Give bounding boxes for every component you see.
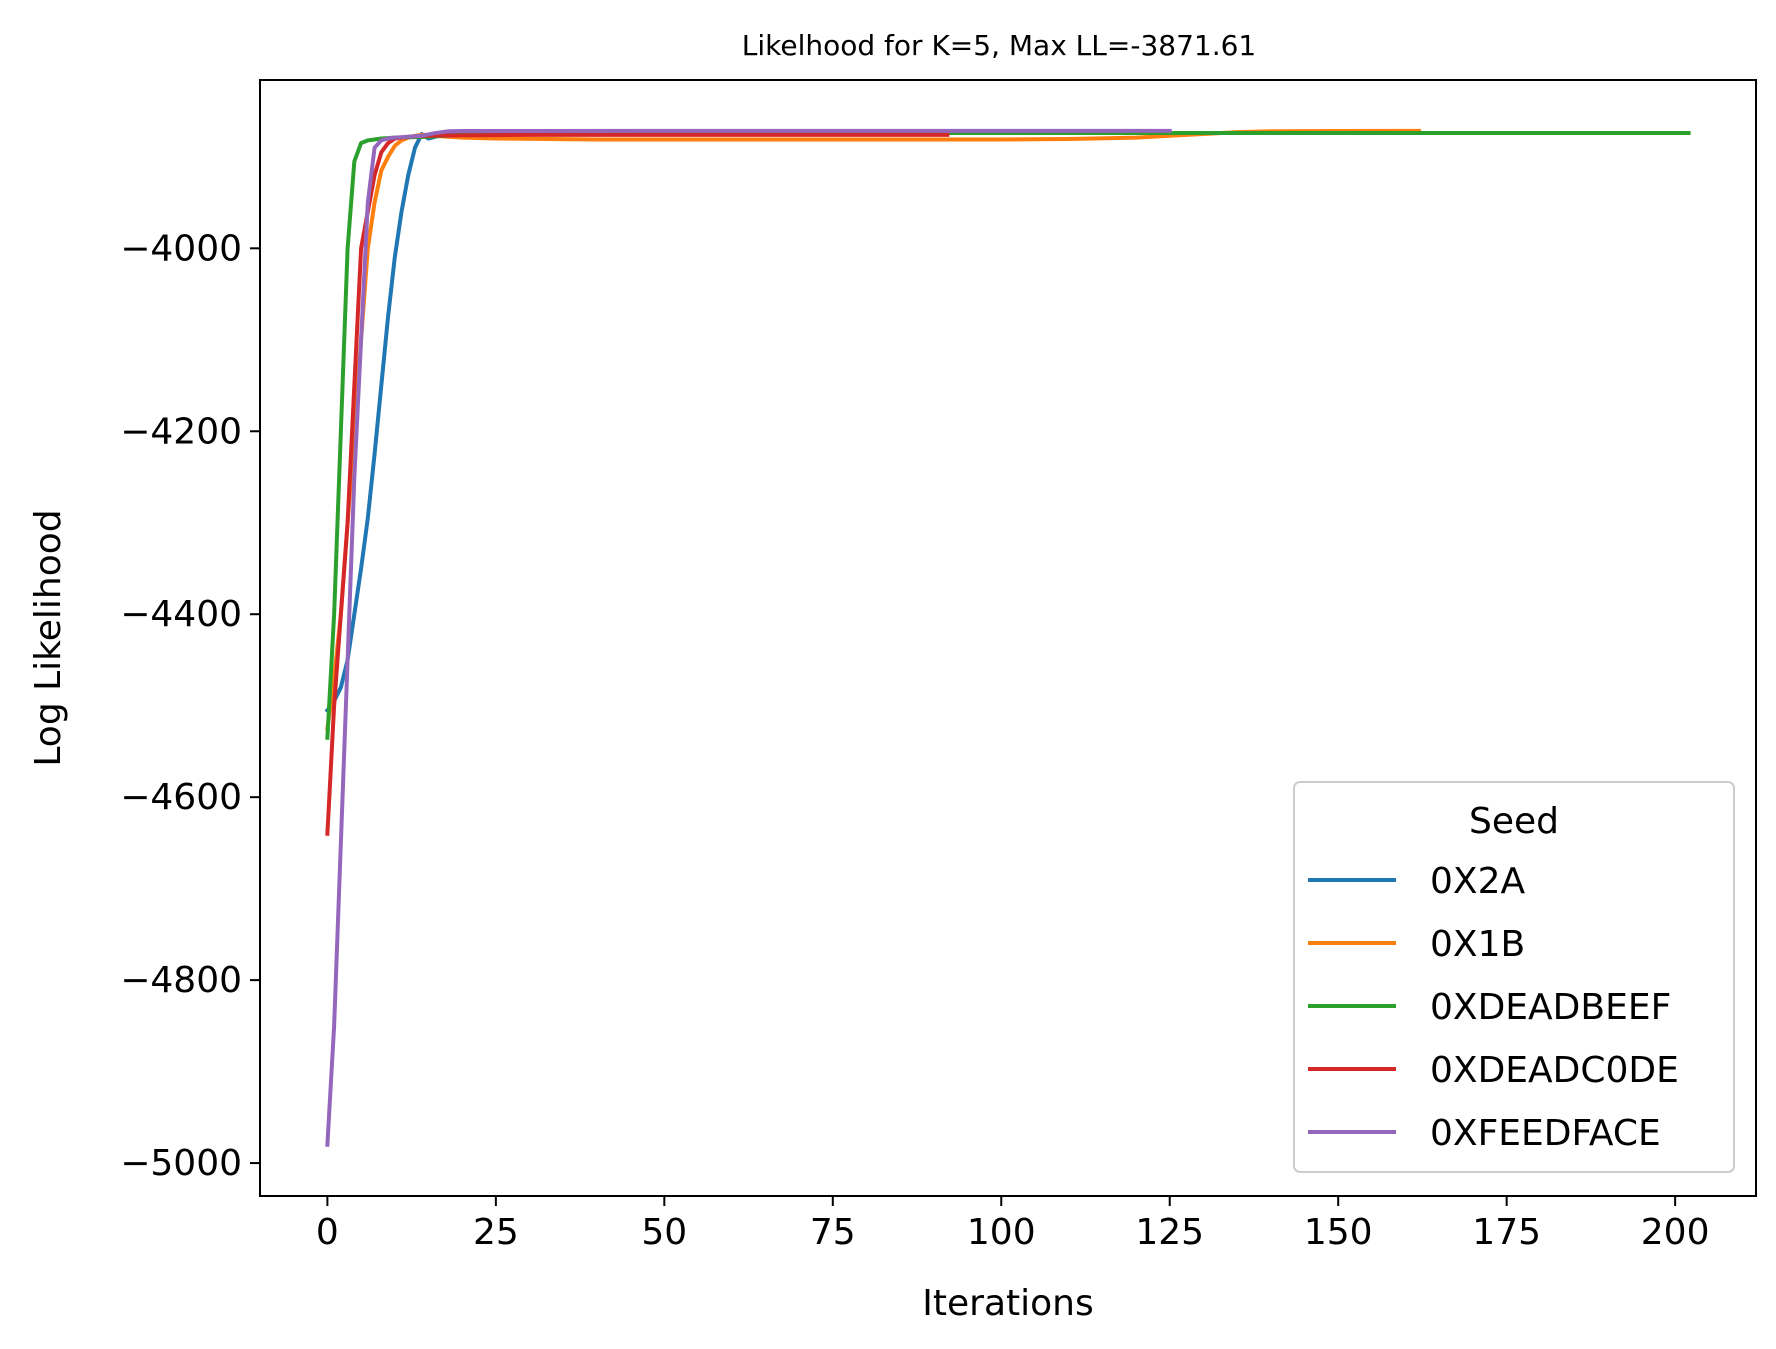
x-tick-label: 25 [473,1212,519,1253]
legend-label: 0X1B [1430,924,1525,965]
x-tick-label: 50 [641,1212,687,1253]
y-axis-label: Log Likelihood [28,509,69,766]
x-tick-label: 0 [316,1212,339,1253]
y-tick-label: −4800 [120,960,242,1001]
x-tick-label: 100 [967,1212,1036,1253]
x-tick-label: 175 [1472,1212,1541,1253]
legend-label: 0XDEADBEEF [1430,987,1671,1028]
x-tick-label: 150 [1304,1212,1373,1253]
x-axis: 0 25 50 75 100 125 150 175 200 [316,1196,1710,1253]
x-tick-label: 125 [1135,1212,1204,1253]
legend-label: 0XDEADC0DE [1430,1050,1679,1091]
y-tick-label: −5000 [120,1143,242,1184]
x-tick-label: 200 [1641,1212,1710,1253]
legend-label: 0X2A [1430,861,1525,902]
axes-frame [259,79,1757,1197]
chart-title: Likelhood for K=5, Max LL=-3871.61 [742,29,1256,62]
y-axis: −5000 −4800 −4600 −4400 −4200 −4000 [120,228,260,1184]
legend-label: 0XFEEDFACE [1430,1113,1661,1154]
plot-area [324,128,1691,1147]
legend-entries: 0X2A 0X1B 0XDEADBEEF 0XDEADC0DE 0XFEEDFACE [1308,861,1679,1154]
y-tick-label: −4000 [120,228,242,269]
legend-box [1293,781,1735,1173]
y-tick-label: −4200 [120,411,242,452]
x-axis-label: Iterations [922,1283,1093,1324]
series-line-4 [325,128,1172,1147]
x-tick-label: 75 [810,1212,856,1253]
legend-title: Seed [1469,801,1559,842]
legend: Seed 0X2A 0X1B 0XDEADBEEF 0XDEADC0DE 0XFEEDF… [1293,781,1735,1173]
y-tick-label: −4600 [120,777,242,818]
y-tick-label: −4400 [120,594,242,635]
series-line-3 [325,132,950,836]
